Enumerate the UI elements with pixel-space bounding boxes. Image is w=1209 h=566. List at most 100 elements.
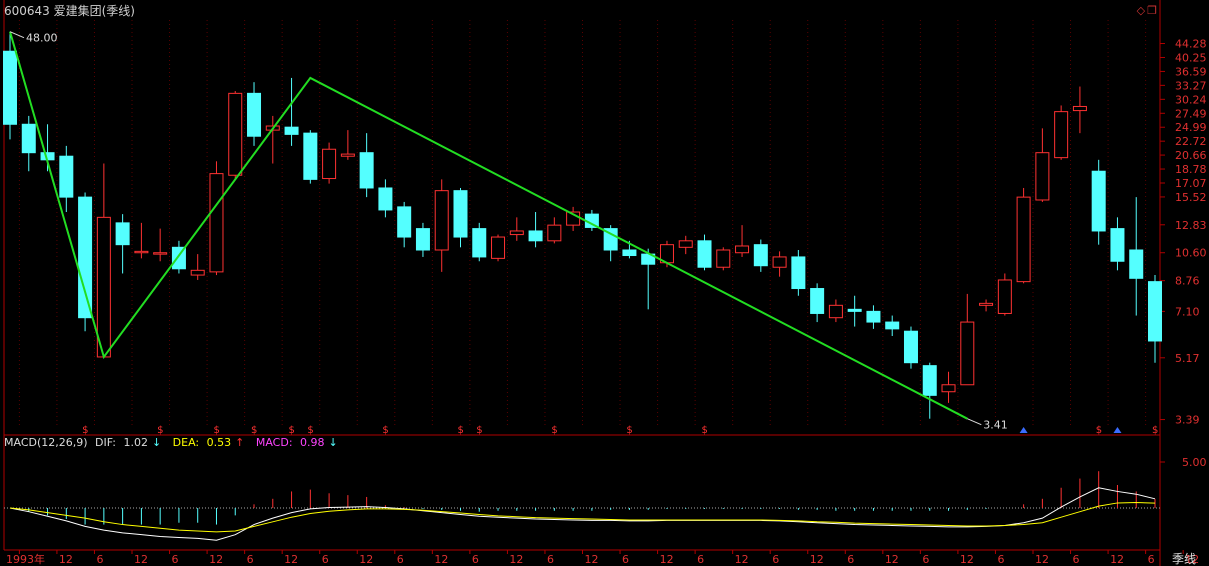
candle-up: [547, 224, 562, 242]
candle-down: [378, 187, 393, 211]
candle-down: [21, 123, 36, 154]
dividend-marker: $: [1096, 425, 1102, 436]
candle-up: [960, 321, 975, 386]
candle-up: [434, 190, 449, 251]
candle-down: [791, 256, 806, 290]
macd-value: 0.98: [300, 436, 325, 449]
annotation-pointer: [9, 31, 25, 39]
candle-up: [509, 230, 524, 236]
price-tick-label: 8.76: [1175, 275, 1200, 288]
time-tick-label: 6: [1148, 553, 1155, 566]
dif-arrow-icon: ↓: [151, 436, 162, 449]
time-tick-label: 1993年: [6, 552, 45, 566]
candle-down: [284, 126, 299, 135]
price-tick-label: 10.60: [1175, 247, 1207, 260]
time-tick-label: 12: [1110, 553, 1124, 566]
candle-up: [209, 173, 224, 273]
time-tick-label: 6: [247, 553, 254, 566]
dividend-marker: $: [251, 425, 257, 436]
candle-up: [941, 384, 956, 393]
candle-down: [603, 228, 618, 251]
candle-down: [115, 222, 130, 246]
price-tick-label: 33.27: [1175, 79, 1207, 92]
time-tick-label: 12: [359, 553, 373, 566]
time-tick-label: 12: [810, 553, 824, 566]
time-tick-label: 6: [922, 553, 929, 566]
time-tick-label: 12: [960, 553, 974, 566]
zigzag-line: [9, 31, 968, 420]
diamond-icon[interactable]: ◇: [1136, 4, 1146, 17]
candle-down: [472, 228, 487, 258]
candle-up: [228, 92, 243, 176]
candle-down: [247, 92, 262, 137]
candle-up: [772, 256, 787, 268]
candle-up: [153, 252, 168, 255]
dividend-marker: $: [1152, 425, 1158, 436]
candle-down: [78, 196, 93, 319]
period-label: 季线: [1172, 552, 1196, 566]
arrow-marker: [1019, 427, 1028, 433]
candle-down: [753, 244, 768, 267]
candle-down: [903, 330, 918, 364]
time-tick-label: 12: [585, 553, 599, 566]
low-price-label: 3.41: [983, 419, 1008, 432]
candle-down: [1110, 228, 1125, 262]
candle-down: [397, 206, 412, 238]
dividend-marker: $: [307, 425, 313, 436]
price-tick-label: 40.25: [1175, 51, 1207, 64]
candle-up: [134, 250, 149, 254]
price-tick-label: 22.72: [1175, 135, 1207, 148]
macd-indicator-name[interactable]: MACD(12,26,9): [4, 436, 88, 449]
macd-legend: MACD(12,26,9) DIF: 1.02 ↓ DEA: 0.53 ↑ MACD…: [4, 436, 346, 449]
candle-down: [810, 288, 825, 314]
price-tick-label: 5.17: [1175, 352, 1200, 365]
candle-down: [303, 132, 318, 180]
time-tick-label: 12: [284, 553, 298, 566]
dividend-marker: $: [551, 425, 557, 436]
price-tick-label: 30.24: [1175, 93, 1207, 106]
high-price-label: 48.00: [26, 32, 58, 45]
price-tick-label: 3.39: [1175, 414, 1200, 427]
candle-up: [1054, 111, 1069, 159]
dea-arrow-icon: ↑: [235, 436, 245, 449]
candle-down: [697, 240, 712, 268]
candle-up: [716, 249, 731, 268]
time-tick-label: 6: [472, 553, 479, 566]
arrow-marker: [1113, 427, 1122, 433]
time-tick-label: 12: [209, 553, 223, 566]
time-tick-label: 6: [622, 553, 629, 566]
time-tick-label: 6: [322, 553, 329, 566]
price-tick-label: 18.78: [1175, 163, 1207, 176]
price-tick-label: 17.07: [1175, 177, 1207, 190]
price-tick-label: 44.28: [1175, 38, 1207, 51]
candle-up: [322, 148, 337, 180]
candle-down: [415, 228, 430, 251]
candle-down: [3, 50, 17, 125]
price-tick-label: 12.83: [1175, 219, 1207, 232]
time-tick-label: 12: [1035, 553, 1049, 566]
annotation-pointer: [967, 418, 982, 426]
macd-tick-label: 5.00: [1182, 456, 1207, 469]
candle-up: [190, 269, 205, 276]
restore-icon[interactable]: ❐: [1147, 4, 1157, 17]
time-tick-label: 12: [434, 553, 448, 566]
time-tick-label: 6: [547, 553, 554, 566]
dividend-marker: $: [457, 425, 463, 436]
macd-arrow-icon: ↓: [328, 436, 338, 449]
price-tick-label: 24.99: [1175, 121, 1207, 134]
dea-value: 0.53: [206, 436, 232, 449]
candle-up: [735, 245, 750, 254]
price-tick-label: 20.66: [1175, 149, 1207, 162]
price-tick-label: 27.49: [1175, 107, 1207, 120]
dea-label: DEA:: [172, 436, 200, 449]
candle-up: [997, 279, 1012, 314]
dividend-marker: $: [626, 425, 632, 436]
candle-down: [885, 321, 900, 330]
candle-up: [678, 240, 693, 248]
dividend-marker: $: [82, 425, 88, 436]
time-tick-label: 12: [134, 553, 148, 566]
candle-up: [340, 153, 355, 157]
time-tick-label: 6: [96, 553, 103, 566]
candle-up: [1072, 105, 1087, 112]
